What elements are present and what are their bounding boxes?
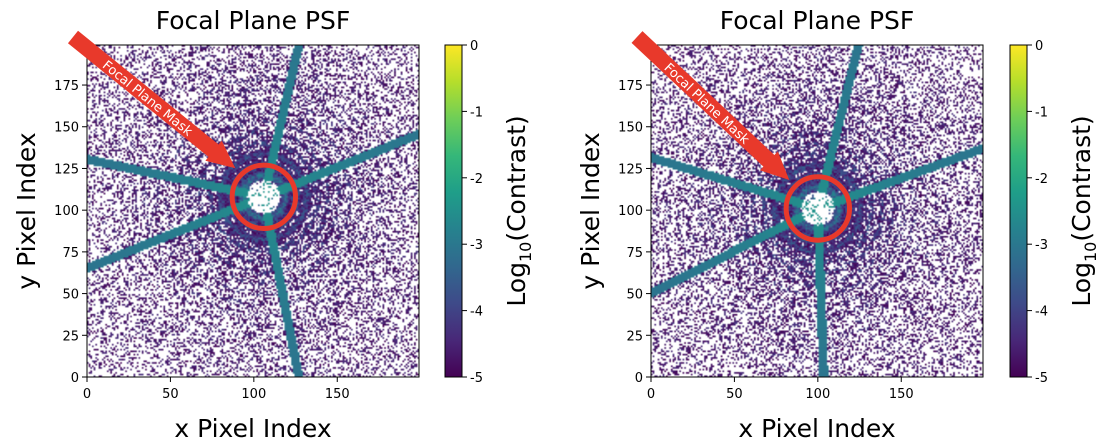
colorbar-label-suffix: (Contrast) xyxy=(502,115,531,241)
y-axis-label: y Pixel Index xyxy=(12,132,41,289)
colorbar-tick-label: 0 xyxy=(1035,39,1043,54)
colorbar-tick-label: -4 xyxy=(1035,305,1048,320)
x-tick-label: 150 xyxy=(325,387,350,402)
arrow-shape xyxy=(67,30,236,169)
colorbar-tick-label: 0 xyxy=(470,39,478,54)
colorbar xyxy=(444,44,463,378)
y-tick-label: 125 xyxy=(54,162,79,177)
y-tick-label: 25 xyxy=(62,329,79,344)
colorbar-tick-label: -5 xyxy=(470,371,483,386)
arrow-shape xyxy=(631,31,790,180)
colorbar-tick-label: -1 xyxy=(1035,105,1048,120)
colorbar-label-suffix: (Contrast) xyxy=(1067,115,1096,241)
colorbar-tick-label: -4 xyxy=(470,305,483,320)
colorbar-label-prefix: Log xyxy=(502,262,531,307)
y-tick-label: 25 xyxy=(626,329,643,344)
x-axis-label: x Pixel Index xyxy=(174,414,331,443)
x-axis-label: x Pixel Index xyxy=(738,414,895,443)
x-tick-label: 0 xyxy=(83,387,91,402)
x-tick-label: 100 xyxy=(805,387,830,402)
y-tick-label: 75 xyxy=(62,246,79,261)
x-tick-label: 0 xyxy=(647,387,655,402)
y-tick-label: 0 xyxy=(71,371,79,386)
x-tick-label: 50 xyxy=(162,387,179,402)
colorbar xyxy=(1009,44,1028,378)
colorbar-label: Log10(Contrast) xyxy=(502,115,535,306)
panel-title: Focal Plane PSF xyxy=(720,6,915,35)
plot-frame xyxy=(86,44,420,378)
colorbar-tick-label: -1 xyxy=(470,105,483,120)
y-tick-label: 100 xyxy=(618,204,643,219)
y-tick-label: 0 xyxy=(635,371,643,386)
colorbar-tick-label: -3 xyxy=(1035,238,1048,253)
y-tick-label: 50 xyxy=(626,288,643,303)
y-tick-label: 125 xyxy=(618,162,643,177)
y-tick-label: 75 xyxy=(626,246,643,261)
x-tick-label: 100 xyxy=(241,387,266,402)
focal-plane-mask-ring xyxy=(783,174,853,243)
focal-plane-mask-ring xyxy=(229,162,299,232)
panel-title: Focal Plane PSF xyxy=(156,6,351,35)
y-tick-label: 100 xyxy=(54,204,79,219)
y-axis-label: y Pixel Index xyxy=(576,132,605,289)
colorbar-label: Log10(Contrast) xyxy=(1067,115,1100,306)
colorbar-label-subscript: 10 xyxy=(516,242,535,262)
colorbar-tick-label: -2 xyxy=(470,172,483,187)
colorbar-label-prefix: Log xyxy=(1067,262,1096,307)
colorbar-tick-label: -2 xyxy=(1035,172,1048,187)
x-tick-label: 50 xyxy=(726,387,743,402)
y-tick-label: 150 xyxy=(618,121,643,136)
colorbar-label-subscript: 10 xyxy=(1081,242,1100,262)
x-tick-label: 150 xyxy=(889,387,914,402)
y-tick-label: 175 xyxy=(618,79,643,94)
colorbar-tick-label: -3 xyxy=(470,238,483,253)
y-tick-label: 175 xyxy=(54,79,79,94)
colorbar-tick-label: -5 xyxy=(1035,371,1048,386)
y-tick-label: 50 xyxy=(62,288,79,303)
y-tick-label: 150 xyxy=(54,121,79,136)
plot-frame xyxy=(650,44,984,378)
